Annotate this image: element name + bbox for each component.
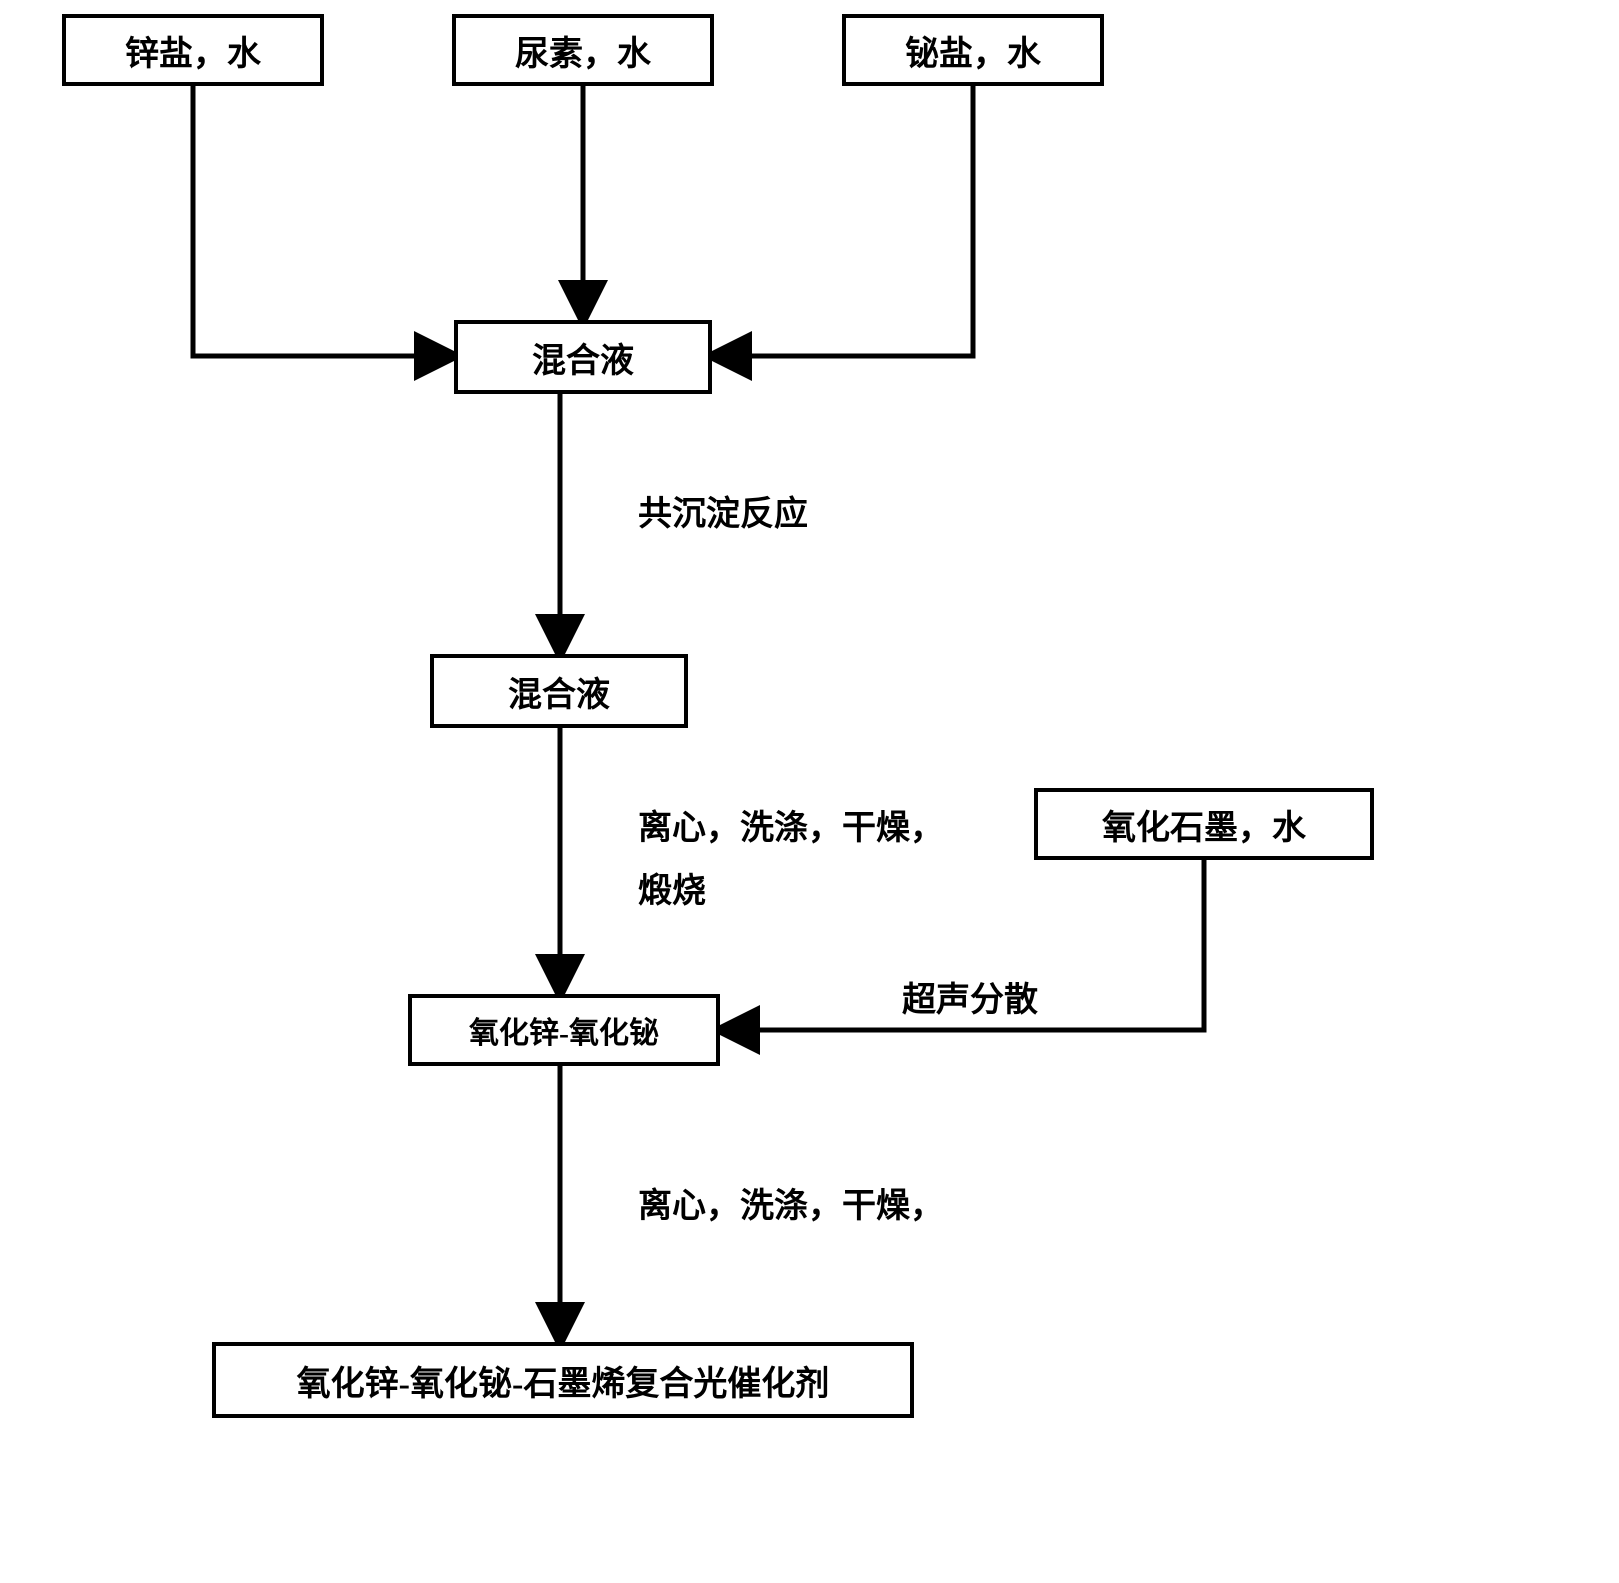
input-bi-box: 铋盐，水 — [842, 14, 1104, 86]
input-bi-label: 铋盐，水 — [905, 26, 1041, 75]
input-urea-box: 尿素，水 — [452, 14, 714, 86]
centrifuge1-label: 离心，洗涤，干燥， 煅烧 — [638, 798, 944, 924]
ultrasonic-label: 超声分散 — [902, 972, 1038, 1021]
input-go-box: 氧化石墨，水 — [1034, 788, 1374, 860]
input-zinc-box: 锌盐，水 — [62, 14, 324, 86]
mix2-box: 混合液 — [430, 654, 688, 728]
input-zinc-label: 锌盐，水 — [125, 26, 261, 75]
znbi-label: 氧化锌-氧化铋 — [469, 1008, 659, 1052]
coprecip-label: 共沉淀反应 — [638, 486, 808, 535]
final-box: 氧化锌-氧化铋-石墨烯复合光催化剂 — [212, 1342, 914, 1418]
final-label: 氧化锌-氧化铋-石墨烯复合光催化剂 — [297, 1356, 830, 1405]
mix1-box: 混合液 — [454, 320, 712, 394]
centrifuge2-label: 离心，洗涤，干燥， — [638, 1178, 944, 1227]
znbi-box: 氧化锌-氧化铋 — [408, 994, 720, 1066]
input-go-label: 氧化石墨，水 — [1102, 800, 1306, 849]
mix1-label: 混合液 — [532, 333, 634, 382]
mix2-label: 混合液 — [508, 667, 610, 716]
input-urea-label: 尿素，水 — [515, 26, 651, 75]
